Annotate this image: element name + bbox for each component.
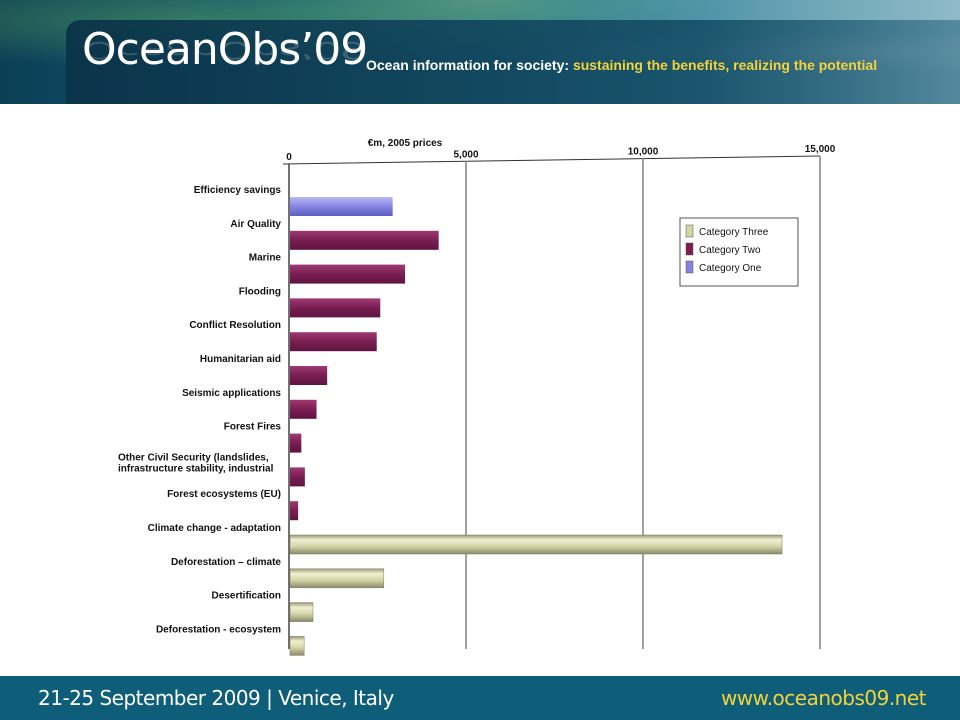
bar (290, 197, 393, 216)
category-label: Forest ecosystems (EU) (167, 489, 281, 500)
category-label: Seismic applications (182, 388, 281, 399)
bar (290, 366, 328, 385)
top-axis-line (282, 155, 821, 165)
bar (290, 433, 302, 453)
legend-entry: Category One (699, 263, 762, 274)
header-banner: OceanObs’09 OceanObs’09 Ocean informatio… (0, 0, 960, 104)
tick-labels: 0 5,000 10,000 15,000 (286, 144, 836, 163)
category-label: Deforestation - ecosystem (156, 624, 281, 635)
header-band (66, 20, 960, 104)
bar (290, 264, 406, 284)
tick-label: 5,000 (453, 149, 478, 160)
category-label: Climate change - adaptation (148, 523, 281, 534)
category-label: Flooding (239, 286, 281, 297)
legend-box (679, 217, 799, 287)
bar (289, 568, 385, 589)
category-label: Air Quality (230, 219, 281, 230)
tagline: Ocean information for society: sustainin… (366, 57, 877, 73)
tagline-lead: Ocean information for society: (366, 57, 570, 73)
category-label: Desertification (212, 591, 281, 602)
website-link[interactable]: www.oceanobs09.net (720, 686, 927, 710)
tagline-highlight: sustaining the benefits, realizing the p… (572, 57, 878, 73)
category-label: Efficiency savings (194, 185, 282, 196)
bar (290, 298, 381, 318)
bar (290, 399, 317, 419)
legend-swatch (685, 260, 694, 274)
tick-label: 10,000 (628, 147, 659, 158)
category-label: Conflict Resolution (189, 320, 281, 331)
legend: Category Three Category Two Category One (679, 217, 799, 287)
oceanobs-logo: OceanObs’09 (82, 24, 368, 75)
legend-entry: Category Three (699, 227, 769, 238)
category-labels: Efficiency savings Air Quality Marine Flood… (118, 185, 281, 635)
bar (290, 332, 377, 352)
category-label: Deforestation – climate (171, 557, 281, 568)
oceanobs-logo-reflection: OceanObs’09 (82, 35, 368, 64)
bar (290, 230, 439, 250)
legend-swatch (685, 242, 694, 256)
gridlines (282, 155, 821, 649)
bar (290, 501, 299, 521)
category-label: Other Civil Security (landslides, infrast… (118, 452, 274, 474)
category-label: Humanitarian aid (200, 354, 281, 365)
tick-label: 0 (286, 152, 292, 163)
bar (290, 467, 305, 487)
tick-label: 15,000 (805, 144, 836, 155)
chart-title: €m, 2005 prices (368, 138, 443, 149)
bar (289, 602, 314, 622)
bar (289, 534, 783, 555)
legend-entry: Category Two (699, 245, 761, 256)
event-dates-location: 21-25 September 2009 | Venice, Italy (38, 686, 394, 710)
footer-bar: 21-25 September 2009 | Venice, Italy www… (0, 676, 960, 720)
bar (289, 636, 305, 656)
category-label: Forest Fires (224, 422, 282, 433)
bars (289, 197, 783, 656)
legend-swatch (685, 224, 694, 238)
bar-chart: €m, 2005 prices 0 5,000 10,000 15,000 Effic… (118, 138, 836, 656)
category-label: Marine (249, 253, 282, 264)
